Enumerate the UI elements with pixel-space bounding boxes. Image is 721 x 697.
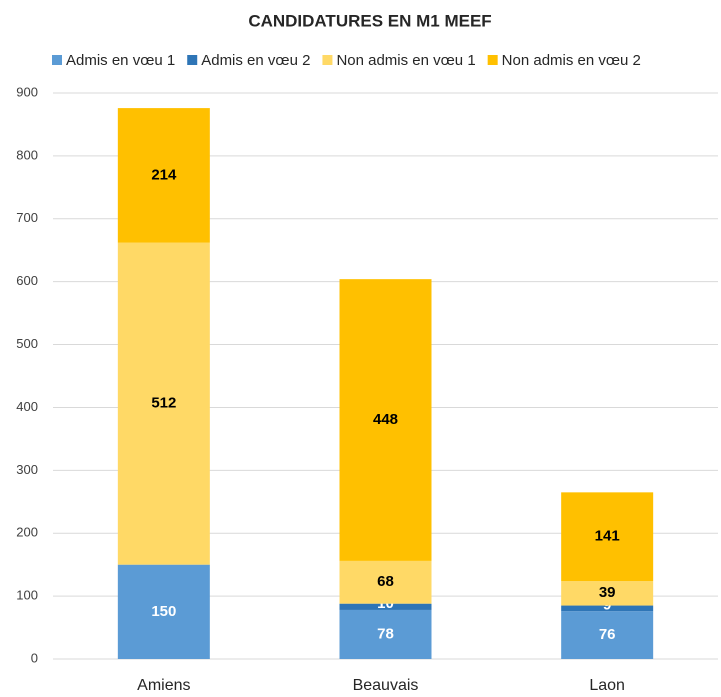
y-tick-label: 100 xyxy=(16,588,38,603)
value-label: 39 xyxy=(599,584,616,601)
bar-segment xyxy=(561,581,654,606)
y-tick-label: 800 xyxy=(16,147,38,162)
bar-segment xyxy=(117,242,210,565)
y-tick-label: 600 xyxy=(16,273,38,288)
y-tick-label: 0 xyxy=(31,650,38,665)
bar-segment xyxy=(561,492,654,582)
x-tick-label: Beauvais xyxy=(353,677,419,694)
legend-label: Admis en vœu 2 xyxy=(201,52,310,69)
y-tick-label: 300 xyxy=(16,462,38,477)
bar-segment xyxy=(339,603,432,610)
y-tick-label: 400 xyxy=(16,399,38,414)
legend-swatch xyxy=(322,55,333,65)
value-label: 68 xyxy=(377,573,394,590)
value-label: 76 xyxy=(599,626,616,643)
bar-segment xyxy=(339,609,432,659)
bar-segment xyxy=(339,560,432,604)
x-tick-label: Laon xyxy=(589,677,625,694)
legend-swatch xyxy=(52,55,62,65)
y-tick-label: 900 xyxy=(16,84,38,99)
legend-label: Non admis en vœu 1 xyxy=(336,52,475,69)
legend-swatch xyxy=(487,55,498,65)
value-label: 78 xyxy=(377,625,394,642)
value-label: 512 xyxy=(151,395,176,412)
y-tick-label: 200 xyxy=(16,525,38,540)
bar-segment xyxy=(561,611,654,659)
y-tick-label: 700 xyxy=(16,210,38,225)
value-label: 448 xyxy=(373,411,398,428)
value-label: 141 xyxy=(595,528,620,545)
bar-segment xyxy=(561,605,654,612)
value-label: 150 xyxy=(151,603,176,620)
legend-label: Admis en vœu 1 xyxy=(66,52,175,69)
value-label: 214 xyxy=(151,166,177,183)
legend-label: Non admis en vœu 2 xyxy=(502,52,641,69)
legend-swatch xyxy=(187,55,198,65)
bar-segment xyxy=(117,564,210,659)
y-tick-label: 500 xyxy=(16,336,38,351)
chart-title: CANDIDATURES EN M1 MEEF xyxy=(248,11,491,30)
bar-segment xyxy=(339,279,432,561)
x-tick-label: Amiens xyxy=(137,677,190,694)
bar-segment xyxy=(117,108,210,243)
